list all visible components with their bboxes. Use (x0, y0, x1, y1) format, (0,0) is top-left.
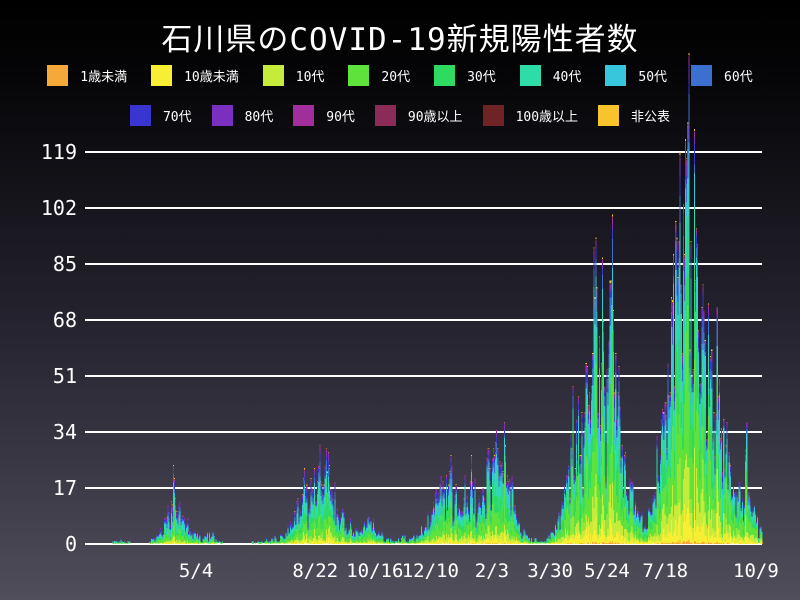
x-tick-label: 7/18 (642, 560, 688, 582)
legend-swatch-icon (482, 105, 504, 126)
x-tick-label: 10/16 (346, 560, 403, 582)
x-tick-label: 10/9 (733, 560, 779, 582)
legend-label: 60代 (724, 70, 753, 85)
y-tick-label: 119 (41, 140, 77, 164)
legend-swatch-icon (211, 105, 233, 126)
gridlines (85, 151, 762, 545)
legend-label: 非公表 (631, 110, 671, 125)
legend-item-11: 90代 (293, 105, 355, 126)
chart-title: 石川県のCOVID-19新規陽性者数 (161, 22, 639, 58)
legend-item-12: 90歳以上 (374, 105, 463, 126)
legend-item-10: 80代 (211, 105, 274, 126)
y-tick-label: 68 (53, 308, 77, 332)
legend-swatch-icon (374, 105, 396, 126)
legend-swatch-icon (598, 105, 620, 126)
legend-item-14: 非公表 (598, 105, 670, 126)
x-tick-label: 5/4 (179, 560, 213, 582)
legend-swatch-icon (262, 65, 284, 86)
legend-label: 30代 (467, 70, 496, 85)
legend-label: 70代 (162, 110, 192, 125)
x-tick-label: 8/22 (292, 560, 338, 582)
legend-item-8: 60代 (691, 65, 753, 86)
legend-item-13: 100歳以上 (482, 105, 579, 126)
legend-item-4: 20代 (348, 65, 410, 86)
y-axis-labels: 0 17 34 51 68 85 102 119 (41, 140, 77, 556)
legend-label: 20代 (381, 70, 411, 85)
x-tick-label: 5/24 (584, 560, 630, 582)
legend-item-7: 50代 (605, 65, 667, 86)
legend-label: 10歳未満 (184, 70, 239, 85)
y-tick-label: 34 (53, 420, 77, 444)
legend-label: 90歳以上 (407, 110, 463, 125)
legend-label: 100歳以上 (515, 110, 579, 125)
legend-swatch-icon (47, 65, 69, 86)
x-tick-label: 2/3 (475, 560, 509, 582)
legend-swatch-icon (293, 105, 315, 126)
x-tick-label: 3/30 (527, 560, 573, 582)
legend-swatch-icon (129, 105, 151, 126)
legend-label: 80代 (244, 110, 274, 125)
y-tick-label: 102 (41, 196, 77, 220)
legend-swatch-icon (434, 65, 456, 86)
legend-item-6: 40代 (519, 65, 582, 86)
legend-label: 1歳未満 (80, 70, 128, 85)
legend-swatch-icon (151, 65, 173, 86)
legend-swatch-icon (691, 65, 713, 86)
legend-label: 90代 (326, 110, 355, 125)
y-tick-label: 0 (65, 532, 77, 556)
legend-item-1: 1歳未満 (47, 65, 127, 86)
legend-item-9: 70代 (129, 105, 192, 126)
x-tick-label: 12/10 (402, 560, 459, 582)
y-tick-label: 85 (53, 252, 77, 276)
legend-item-5: 30代 (434, 65, 496, 86)
legend-label: 40代 (552, 70, 582, 85)
y-tick-label: 51 (53, 364, 77, 388)
legend-swatch-icon (348, 65, 370, 86)
legend-row-1: 1歳未満 10歳未満 10代 20代 30代 40代 50代 60代 (0, 65, 800, 86)
legend-label: 10代 (295, 70, 325, 85)
legend-label: 50代 (638, 70, 668, 85)
y-tick-label: 17 (53, 476, 77, 500)
bars-group (111, 53, 763, 544)
legend-swatch-icon (605, 65, 627, 86)
legend-swatch-icon (519, 65, 541, 86)
legend-item-3: 10代 (262, 65, 325, 86)
legend-row-2: 70代 80代 90代 90歳以上 100歳以上 非公表 (0, 105, 800, 126)
legend-item-2: 10歳未満 (151, 65, 239, 86)
